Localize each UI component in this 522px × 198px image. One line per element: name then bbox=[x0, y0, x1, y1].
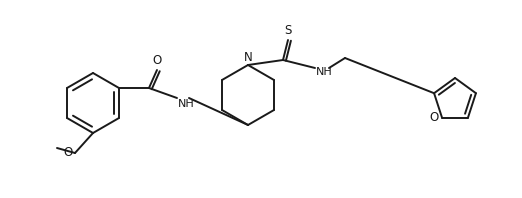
Text: O: O bbox=[64, 147, 73, 160]
Text: N: N bbox=[244, 51, 252, 64]
Text: O: O bbox=[152, 54, 162, 67]
Text: S: S bbox=[284, 24, 292, 37]
Text: NH: NH bbox=[316, 67, 333, 77]
Text: O: O bbox=[430, 111, 439, 124]
Text: NH: NH bbox=[178, 99, 195, 109]
